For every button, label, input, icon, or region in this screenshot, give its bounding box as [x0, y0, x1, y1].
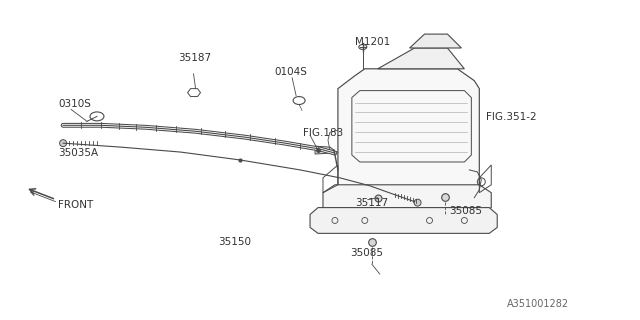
Text: FIG.351-2: FIG.351-2: [486, 112, 537, 123]
Circle shape: [414, 199, 421, 206]
Text: 35085: 35085: [350, 248, 383, 258]
Polygon shape: [315, 146, 334, 154]
Polygon shape: [310, 208, 497, 233]
Text: M1201: M1201: [355, 37, 390, 47]
Text: FRONT: FRONT: [58, 200, 93, 210]
Text: 0310S: 0310S: [58, 99, 91, 108]
Polygon shape: [410, 34, 461, 48]
Text: 0104S: 0104S: [274, 67, 307, 77]
Text: 35187: 35187: [179, 53, 212, 63]
Polygon shape: [338, 69, 479, 210]
Polygon shape: [378, 48, 465, 69]
Text: 35035A: 35035A: [58, 148, 99, 158]
Text: 35117: 35117: [355, 198, 388, 208]
Polygon shape: [323, 185, 492, 214]
Text: A351001282: A351001282: [507, 299, 569, 309]
Text: FIG.183: FIG.183: [303, 128, 343, 138]
Circle shape: [60, 140, 67, 147]
Text: 35150: 35150: [218, 237, 252, 247]
Text: 35085: 35085: [449, 206, 483, 216]
